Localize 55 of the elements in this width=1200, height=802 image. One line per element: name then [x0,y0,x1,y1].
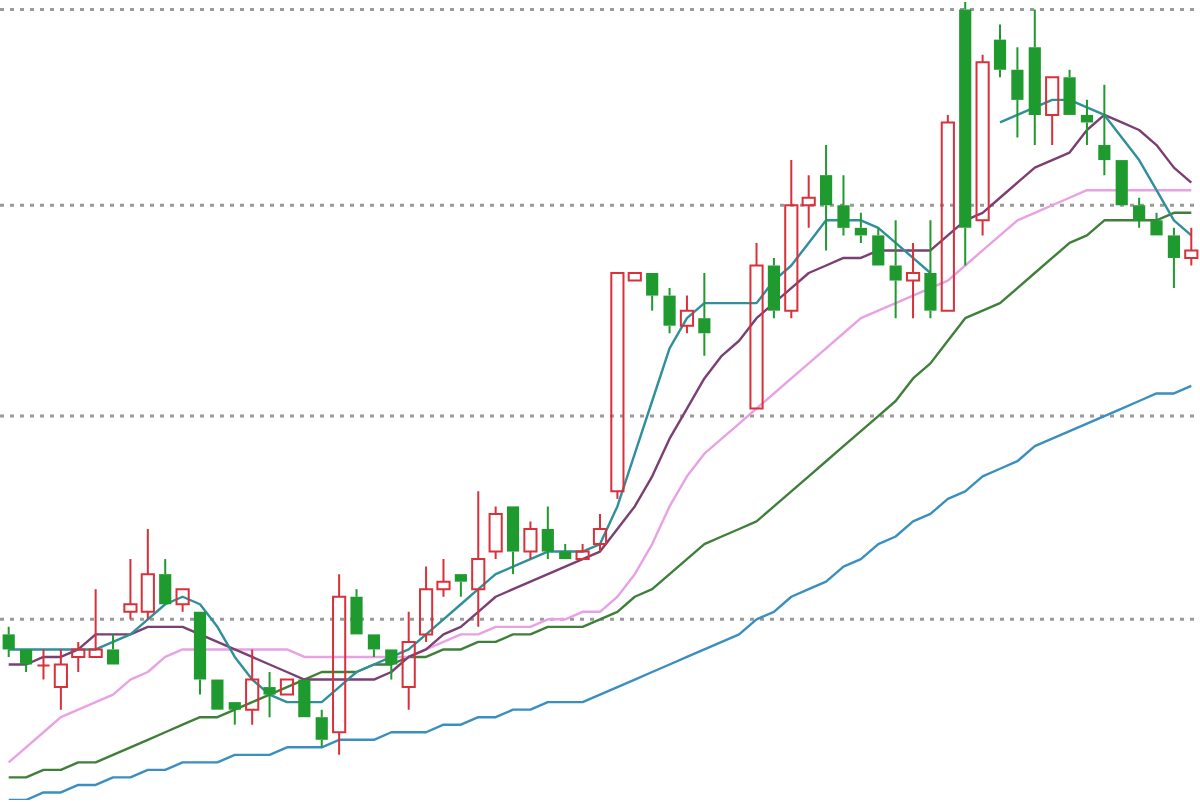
candlestick [367,634,380,658]
candlestick [193,611,207,696]
candlestick [228,702,241,726]
candlestick [37,648,50,681]
candlestick [1080,98,1094,147]
candlestick [245,648,260,726]
candlestick [471,490,486,628]
candlestick [71,640,86,674]
candlestick [559,543,572,560]
candlestick [1028,8,1041,147]
candlestick [801,174,816,229]
candlestick [854,211,867,244]
candlestick [454,574,467,598]
candlestick [2,625,15,658]
candlestick [784,159,799,320]
candlestick [88,588,103,658]
candlestick [1098,83,1111,177]
candlestick [575,543,590,561]
candlestick [159,558,172,605]
candlestick [20,649,33,674]
candlestick [872,226,885,266]
candlestick [959,1,972,267]
candlestick [53,648,68,711]
candlestick [401,610,416,711]
candlestick [610,272,625,500]
candlestick [698,272,711,357]
candlestick [889,219,902,320]
candlestick [1063,68,1076,115]
candlestick [924,219,937,320]
candlestick [106,633,120,665]
candlestick [1184,226,1199,267]
candlestick [592,512,608,553]
candlestick [767,256,780,320]
candlestick [506,506,520,576]
candlestick [1167,226,1180,290]
candlestick [975,53,990,237]
candlestick [385,649,398,681]
candlestick [1045,76,1060,147]
candlestick [993,23,1007,79]
candlestick [1011,46,1024,139]
candlestick [749,241,764,410]
candlestick [263,671,276,719]
candlestick [175,588,190,613]
candlestick [837,174,850,237]
candlestick [350,588,363,635]
candlestick [1150,211,1163,236]
candlestick [646,273,659,312]
candlestick [820,144,833,252]
candlestick [315,708,328,749]
candlestick [663,287,676,335]
candlestick [1133,196,1146,229]
candlestick [905,241,921,320]
candlestick [679,294,695,335]
candlestick [332,573,347,756]
candlestick [541,505,554,561]
